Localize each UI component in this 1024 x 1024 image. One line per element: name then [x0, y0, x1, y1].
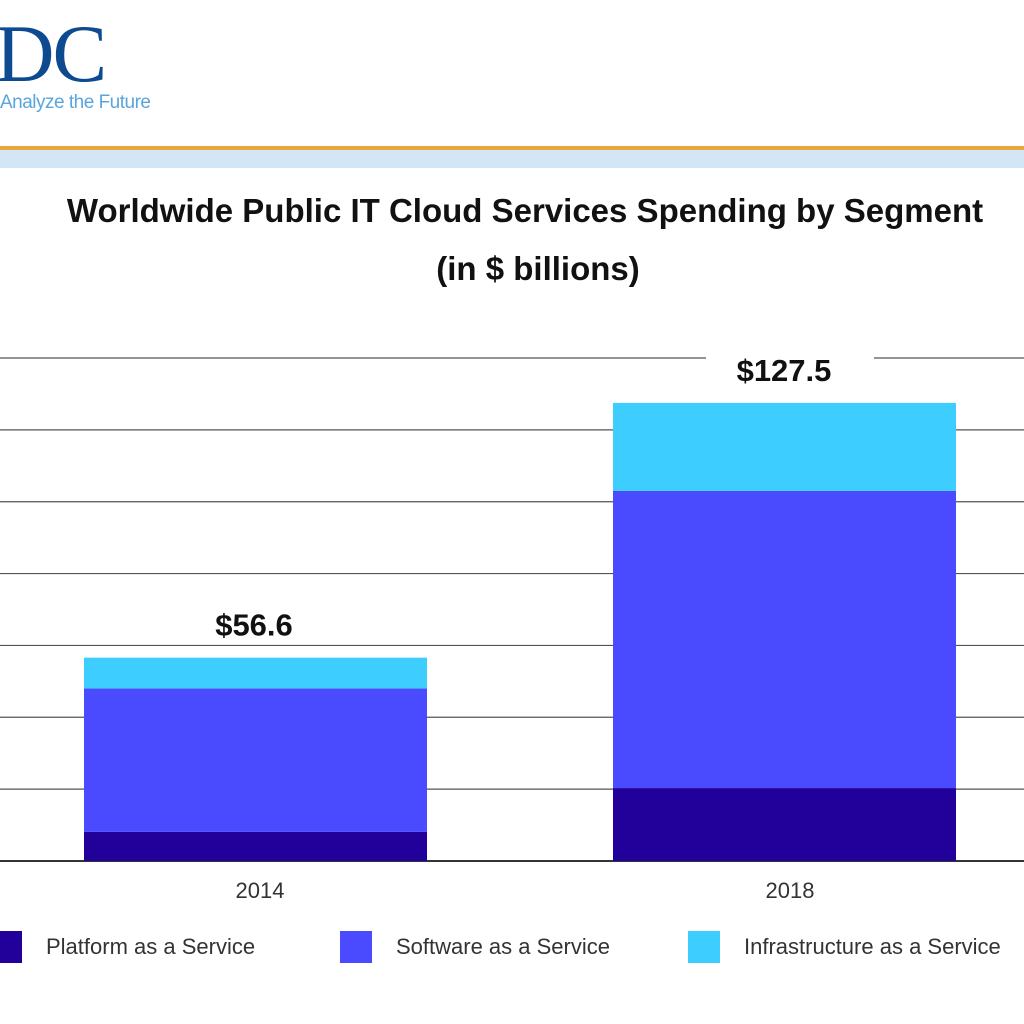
- legend-swatch: [688, 931, 720, 963]
- bar-segment: [613, 490, 956, 789]
- bar-segment: [84, 657, 427, 689]
- legend-item-saas: Software as a Service: [340, 930, 610, 964]
- bar-segment: [84, 831, 427, 861]
- chart-plot: $56.6 2014 $127.5 2018: [0, 344, 1024, 903]
- logo-mark: IDC: [0, 8, 107, 99]
- legend-swatch: [0, 931, 22, 963]
- legend-item-paas: Platform as a Service: [0, 930, 255, 964]
- header-divider: [0, 146, 1024, 150]
- x-tick-label: 2018: [766, 878, 815, 903]
- header-band: [0, 150, 1024, 168]
- total-label: $127.5: [737, 353, 832, 388]
- x-tick-label: 2014: [236, 878, 285, 903]
- total-label-bg: [706, 344, 874, 389]
- legend-label: Software as a Service: [396, 934, 610, 959]
- chart-subtitle: (in $ billions): [436, 250, 640, 287]
- chart-title: Worldwide Public IT Cloud Services Spend…: [66, 192, 984, 229]
- bar-segment: [613, 788, 956, 861]
- bar-segment: [84, 688, 427, 832]
- legend-label: Platform as a Service: [46, 934, 256, 959]
- total-label: $56.6: [215, 608, 293, 643]
- logo-tagline: Analyze the Future: [0, 92, 151, 113]
- legend-label: Infrastructure as a Service: [744, 934, 1001, 959]
- total-label-bg: [189, 599, 331, 644]
- bar-segment: [613, 402, 956, 491]
- legend-swatch: [340, 931, 372, 963]
- legend-item-iaas: Infrastructure as a Service: [688, 930, 1001, 964]
